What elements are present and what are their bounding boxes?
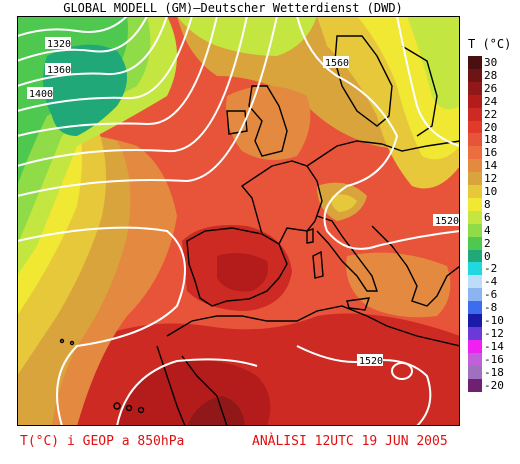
legend-tick-label: 14 bbox=[484, 159, 498, 173]
legend-tick-label: -12 bbox=[484, 326, 504, 340]
legend-swatch bbox=[468, 197, 482, 212]
legend-swatch bbox=[468, 68, 482, 83]
isoline-label: 1560 bbox=[325, 58, 349, 69]
legend-tick-label: -18 bbox=[484, 365, 504, 379]
legend-tick-label: 16 bbox=[484, 146, 498, 160]
legend-tick-label: 0 bbox=[484, 249, 491, 263]
temp-zone-med-east bbox=[346, 252, 451, 318]
legend-tick-label: -20 bbox=[484, 378, 504, 392]
legend-tick-label: 6 bbox=[484, 210, 491, 224]
legend-tick-label: -6 bbox=[484, 288, 498, 302]
isoline-label: 1400 bbox=[29, 89, 53, 100]
legend-tick-label: 2 bbox=[484, 236, 491, 250]
legend-swatch bbox=[468, 288, 482, 302]
isoline-label: 1360 bbox=[47, 65, 71, 76]
legend-tick-label: 22 bbox=[484, 107, 498, 121]
legend-swatch bbox=[468, 185, 482, 199]
legend-swatch bbox=[468, 56, 482, 70]
legend-swatch bbox=[468, 339, 482, 354]
legend-swatch bbox=[468, 352, 482, 367]
legend-tick-label: 4 bbox=[484, 223, 491, 237]
isoline-labels: 1320 1360 1400 1560 1520 1520 bbox=[27, 37, 459, 367]
legend-tick-label: 12 bbox=[484, 172, 498, 186]
legend-swatch bbox=[468, 120, 482, 134]
legend-tick-label: -4 bbox=[484, 275, 498, 289]
legend-swatch bbox=[468, 275, 482, 289]
legend-swatch bbox=[468, 146, 482, 160]
temp-zone-iberia-core bbox=[217, 252, 268, 292]
legend-tick-label: 8 bbox=[484, 197, 491, 211]
legend-swatch bbox=[468, 326, 482, 341]
legend-swatch bbox=[468, 301, 482, 315]
isoline-label: 1520 bbox=[359, 356, 383, 367]
legend-tick-label: -8 bbox=[484, 301, 498, 315]
legend-swatch bbox=[468, 378, 482, 392]
legend-swatch bbox=[468, 262, 482, 276]
analysis-time-label: ANÀLISI 12UTC 19 JUN 2005 bbox=[252, 434, 448, 449]
legend-swatch bbox=[468, 236, 482, 250]
legend-title: T (°C) bbox=[468, 37, 512, 51]
legend-tick-label: 24 bbox=[484, 94, 498, 108]
legend-tick-label: 20 bbox=[484, 120, 498, 134]
legend-swatch bbox=[468, 81, 482, 96]
coastlines bbox=[59, 35, 460, 426]
legend-tick-label: 26 bbox=[484, 81, 498, 95]
legend-swatch bbox=[468, 249, 482, 263]
temp-zone-north-green bbox=[177, 16, 317, 56]
legend-swatch bbox=[468, 210, 482, 225]
map-title: GLOBAL MODELL (GM)—Deutscher Wetterdiens… bbox=[63, 1, 403, 15]
legend-swatch bbox=[468, 172, 482, 186]
temp-zone-north-4 bbox=[407, 16, 460, 110]
geopotential-isolines bbox=[17, 16, 460, 426]
temp-zone-26 bbox=[187, 396, 245, 426]
legend-swatch bbox=[468, 94, 482, 109]
isoline-label: 1320 bbox=[47, 39, 71, 50]
legend-tick-label: 28 bbox=[484, 68, 498, 82]
legend-swatch bbox=[468, 314, 482, 328]
legend-tick-label: -2 bbox=[484, 262, 498, 276]
legend-tick-label: -14 bbox=[484, 339, 504, 353]
legend-swatch bbox=[468, 223, 482, 238]
legend-tick-label: 30 bbox=[484, 56, 498, 69]
isoline-label: 1520 bbox=[435, 216, 459, 227]
legend-swatch bbox=[468, 159, 482, 173]
legend-tick-label: 18 bbox=[484, 133, 498, 147]
legend-tick-label: -10 bbox=[484, 314, 504, 327]
temp-zone-british bbox=[226, 86, 311, 160]
temperature-map: 1320 1360 1400 1560 1520 1520 bbox=[17, 16, 460, 426]
legend-tick-label: -16 bbox=[484, 352, 504, 366]
legend-tick-label: 10 bbox=[484, 185, 498, 198]
variable-label: T(°C) i GEOP a 850hPa bbox=[20, 434, 185, 449]
legend-swatch bbox=[468, 133, 482, 147]
temperature-legend: 30 28 26 24 22 20 18 16 14 12 10 8 6 4 2 0 -2 -4 -6 -8 -10 -1… bbox=[468, 56, 516, 392]
temp-zone-alps-core bbox=[331, 194, 357, 212]
legend-swatch bbox=[468, 107, 482, 121]
legend-swatch bbox=[468, 365, 482, 379]
